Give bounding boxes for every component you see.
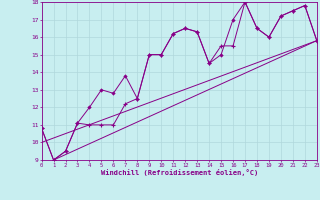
X-axis label: Windchill (Refroidissement éolien,°C): Windchill (Refroidissement éolien,°C) — [100, 169, 258, 176]
